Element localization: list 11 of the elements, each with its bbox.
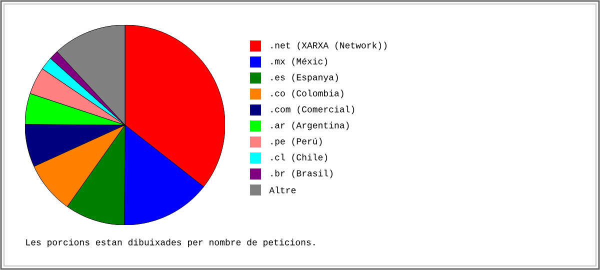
- legend-label: .br (Brasil): [271, 170, 332, 178]
- legend-label: .cl (Chile): [271, 154, 328, 162]
- legend-label: Altre: [269, 186, 296, 194]
- legend-label: .pe (Perú): [271, 138, 322, 146]
- legend-label: .net (XARXA (Network)): [271, 42, 386, 50]
- legend-label: .co (Colombia): [271, 90, 344, 98]
- legend-label: .mx (Méxic): [271, 58, 328, 66]
- text: Les porcions estan dibuixades per nombre de peticions.: [26, 238, 315, 248]
- legend-label: .es (Espanya): [271, 74, 338, 82]
- legend-label: .ar (Argentina): [271, 122, 349, 130]
- legend-label: .com (Comercial): [271, 106, 354, 114]
